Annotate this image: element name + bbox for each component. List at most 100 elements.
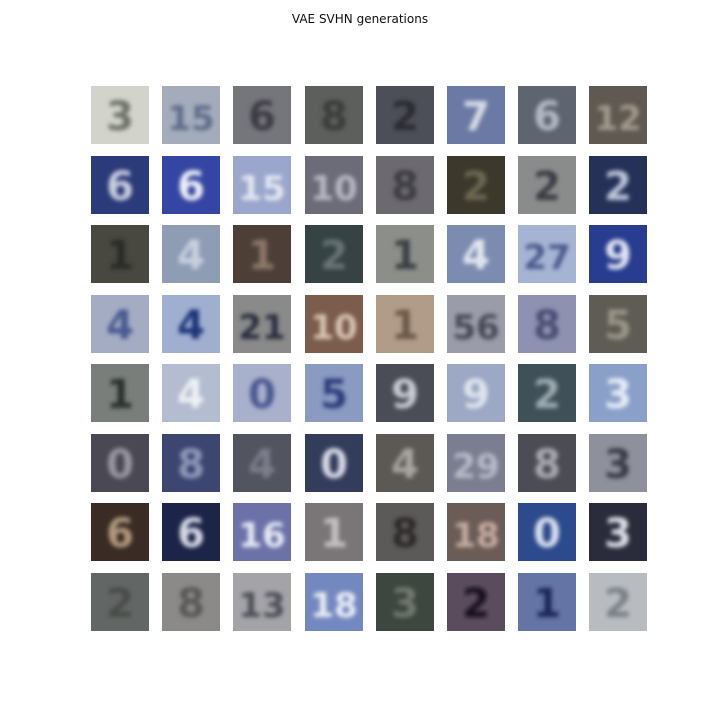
sample-tile: 4 [162,364,220,422]
tile-background [162,364,220,422]
sample-tile: 8 [305,86,363,144]
tile-digit: 16 [238,516,285,556]
tile-digit: 2 [533,164,561,210]
sample-tile: 1 [233,225,291,283]
tile-digit: 15 [167,99,214,139]
tile-digit: 0 [320,442,348,488]
sample-tile: 9 [376,364,434,422]
tile-background [91,573,149,631]
tile-digit: 1 [106,372,134,418]
tile-background [162,225,220,283]
tile-background [447,434,505,492]
tile-background [162,573,220,631]
tile-digit: 1 [533,581,561,627]
tile-background [305,156,363,214]
sample-tile: 2 [305,225,363,283]
generated-samples-grid: 3 15 6 8 2 7 6 12 6 6 15 10 8 2 2 2 1 4 1 2 1 4 27 9 4 4 21 10 1 56 8 5… [91,86,647,631]
tile-digit: 0 [533,511,561,557]
tile-background [162,295,220,353]
tile-digit: 1 [248,233,276,279]
tile-background [305,503,363,561]
tile-background [233,503,291,561]
tile-digit: 15 [238,169,285,209]
tile-background [518,364,576,422]
tile-digit: 2 [604,581,632,627]
tile-background [233,225,291,283]
sample-tile: 13 [233,573,291,631]
sample-tile: 2 [447,573,505,631]
tile-digit: 3 [106,94,134,140]
sample-tile: 56 [447,295,505,353]
tile-background [589,295,647,353]
sample-tile: 0 [233,364,291,422]
tile-background [91,295,149,353]
sample-tile: 0 [305,434,363,492]
tile-digit: 56 [452,308,499,348]
sample-tile: 3 [376,573,434,631]
sample-tile: 1 [376,225,434,283]
tile-digit: 6 [248,94,276,140]
tile-background [589,364,647,422]
tile-background [91,434,149,492]
sample-tile: 8 [518,434,576,492]
sample-tile: 3 [91,86,149,144]
tile-background [447,225,505,283]
tile-digit: 8 [391,164,419,210]
tile-background [233,86,291,144]
sample-tile: 0 [518,503,576,561]
tile-digit: 4 [177,233,205,279]
sample-tile: 18 [305,573,363,631]
tile-background [376,364,434,422]
tile-background [447,156,505,214]
tile-background [376,86,434,144]
sample-tile: 1 [518,573,576,631]
tile-background [447,364,505,422]
tile-background [305,225,363,283]
sample-tile: 9 [589,225,647,283]
sample-tile: 0 [91,434,149,492]
tile-digit: 0 [248,372,276,418]
tile-digit: 9 [462,372,490,418]
sample-tile: 4 [376,434,434,492]
tile-background [518,86,576,144]
tile-digit: 4 [391,442,419,488]
tile-background [376,156,434,214]
tile-background [91,86,149,144]
sample-tile: 3 [589,364,647,422]
tile-digit: 2 [604,164,632,210]
sample-tile: 4 [162,295,220,353]
sample-tile: 8 [162,573,220,631]
tile-digit: 9 [604,233,632,279]
sample-tile: 27 [518,225,576,283]
sample-tile: 2 [91,573,149,631]
tile-digit: 8 [533,442,561,488]
tile-digit: 4 [177,372,205,418]
tile-digit: 2 [462,581,490,627]
sample-tile: 6 [518,86,576,144]
tile-background [233,573,291,631]
sample-tile: 8 [518,295,576,353]
tile-background [376,503,434,561]
sample-tile: 6 [162,156,220,214]
sample-tile: 7 [447,86,505,144]
sample-tile: 6 [233,86,291,144]
tile-digit: 4 [177,303,205,349]
sample-tile: 29 [447,434,505,492]
tile-background [162,86,220,144]
tile-background [305,86,363,144]
tile-digit: 2 [533,372,561,418]
tile-background [518,225,576,283]
sample-tile: 15 [233,156,291,214]
tile-background [447,86,505,144]
tile-digit: 6 [106,511,134,557]
tile-background [305,295,363,353]
tile-background [162,503,220,561]
sample-tile: 10 [305,156,363,214]
tile-background [518,434,576,492]
tile-digit: 10 [310,308,357,348]
tile-digit: 12 [594,99,641,139]
tile-background [589,434,647,492]
sample-tile: 2 [376,86,434,144]
tile-background [589,503,647,561]
tile-background [305,364,363,422]
